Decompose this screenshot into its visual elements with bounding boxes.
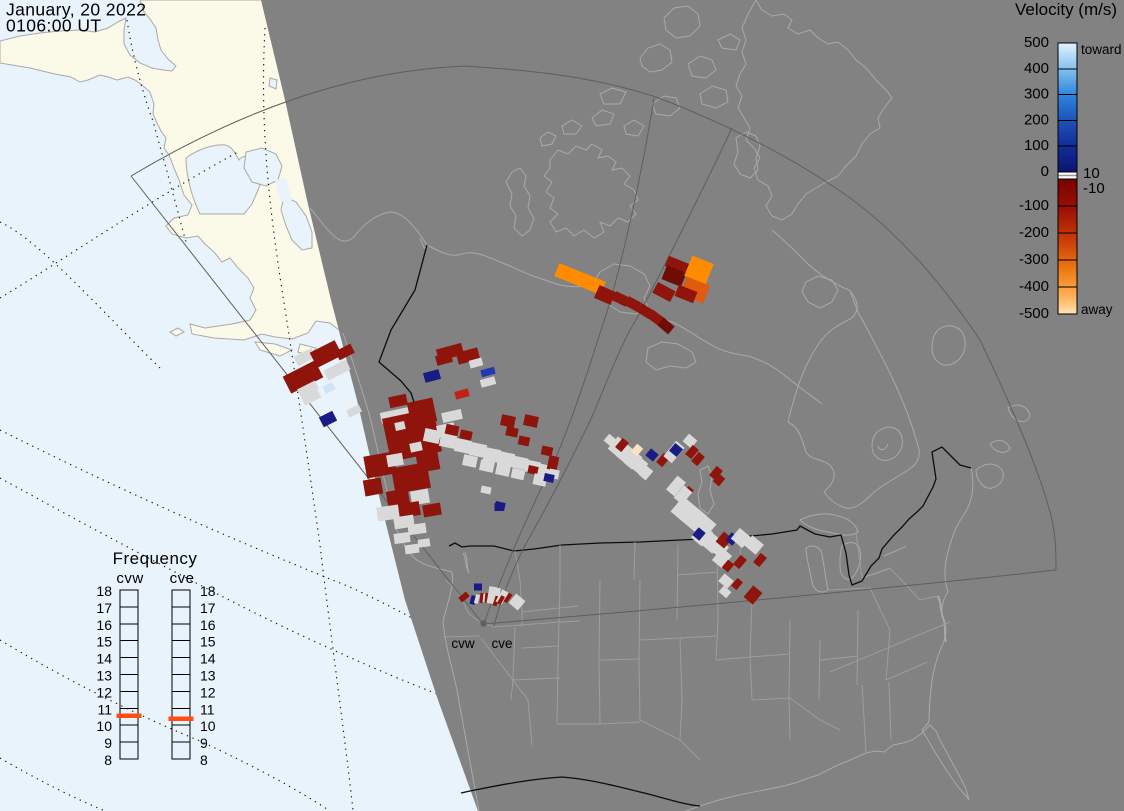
svg-text:away: away: [1081, 302, 1113, 317]
svg-text:-200: -200: [1019, 224, 1049, 241]
svg-text:18: 18: [96, 583, 112, 599]
svg-text:10: 10: [200, 718, 216, 734]
svg-text:-100: -100: [1019, 197, 1049, 214]
svg-text:12: 12: [200, 684, 216, 700]
svg-text:cve: cve: [170, 570, 195, 587]
svg-text:8: 8: [104, 752, 112, 768]
svg-text:16: 16: [200, 617, 216, 633]
svg-text:Frequency: Frequency: [113, 549, 198, 568]
svg-text:-500: -500: [1019, 305, 1049, 322]
svg-text:cvw: cvw: [451, 636, 475, 651]
svg-text:10: 10: [1083, 165, 1100, 182]
svg-text:300: 300: [1024, 86, 1049, 103]
svg-text:12: 12: [96, 684, 112, 700]
svg-text:-400: -400: [1019, 278, 1049, 295]
svg-text:0106:00 UT: 0106:00 UT: [6, 16, 101, 36]
svg-text:cvw: cvw: [116, 570, 143, 587]
svg-text:-300: -300: [1019, 251, 1049, 268]
svg-text:11: 11: [200, 701, 215, 717]
svg-text:100: 100: [1024, 137, 1049, 154]
svg-text:14: 14: [200, 651, 216, 667]
svg-text:8: 8: [200, 752, 208, 768]
svg-text:January, 20 2022: January, 20 2022: [6, 0, 146, 20]
svg-text:13: 13: [96, 668, 112, 684]
svg-text:16: 16: [96, 617, 112, 633]
svg-text:0: 0: [1041, 163, 1049, 180]
svg-text:17: 17: [96, 600, 112, 616]
svg-text:14: 14: [96, 651, 112, 667]
svg-text:Velocity (m/s): Velocity (m/s): [1015, 0, 1117, 19]
svg-text:500: 500: [1024, 34, 1049, 51]
svg-text:9: 9: [104, 735, 112, 751]
svg-text:13: 13: [200, 668, 216, 684]
svg-text:10: 10: [96, 718, 112, 734]
svg-text:11: 11: [97, 701, 112, 717]
svg-text:9: 9: [200, 735, 208, 751]
svg-text:400: 400: [1024, 60, 1049, 77]
svg-text:toward: toward: [1081, 42, 1122, 57]
svg-text:200: 200: [1024, 111, 1049, 128]
svg-text:17: 17: [200, 600, 216, 616]
svg-text:-10: -10: [1083, 180, 1105, 197]
svg-text:15: 15: [200, 634, 216, 650]
svg-text:15: 15: [96, 634, 112, 650]
svg-text:18: 18: [200, 583, 216, 599]
svg-text:cve: cve: [491, 636, 512, 651]
